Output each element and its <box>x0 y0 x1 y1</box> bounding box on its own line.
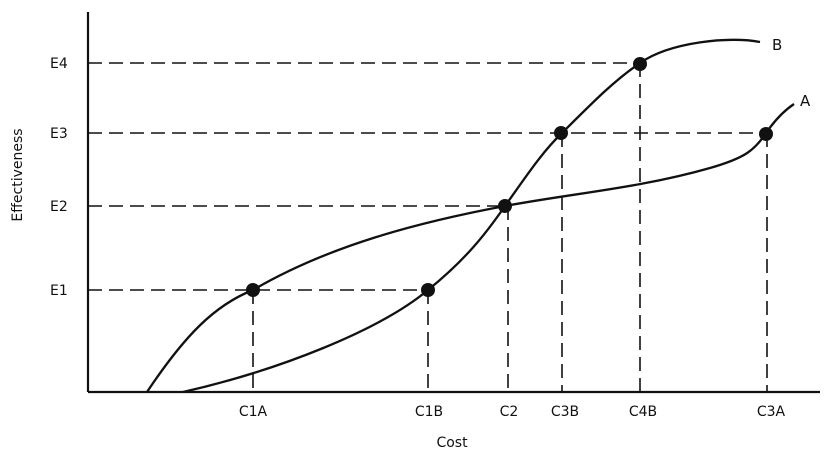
y-tick-e3: E3 <box>50 126 68 142</box>
x-tick-c3b: C3B <box>551 404 579 420</box>
y-axis-label: Effectiveness <box>10 128 26 221</box>
point-e2 <box>498 199 512 213</box>
point-b-e1 <box>421 283 435 297</box>
x-axis-label: Cost <box>436 435 468 451</box>
x-tick-c3a: C3A <box>757 404 786 420</box>
x-tick-c1a: C1A <box>239 404 268 420</box>
curve-a <box>146 103 795 393</box>
point-a-e3 <box>759 127 773 141</box>
curve-a-label: A <box>800 92 811 110</box>
x-tick-c4b: C4B <box>629 404 657 420</box>
x-tick-c2: C2 <box>500 404 519 420</box>
point-b-e4 <box>633 57 647 71</box>
y-tick-e4: E4 <box>50 56 68 72</box>
curve-b-label: B <box>772 36 782 54</box>
point-a-e1 <box>246 283 260 297</box>
point-b-e3 <box>554 126 568 140</box>
y-tick-e1: E1 <box>50 283 68 299</box>
y-tick-e2: E2 <box>50 199 68 215</box>
x-tick-c1b: C1B <box>415 404 443 420</box>
curve-b <box>182 38 761 394</box>
